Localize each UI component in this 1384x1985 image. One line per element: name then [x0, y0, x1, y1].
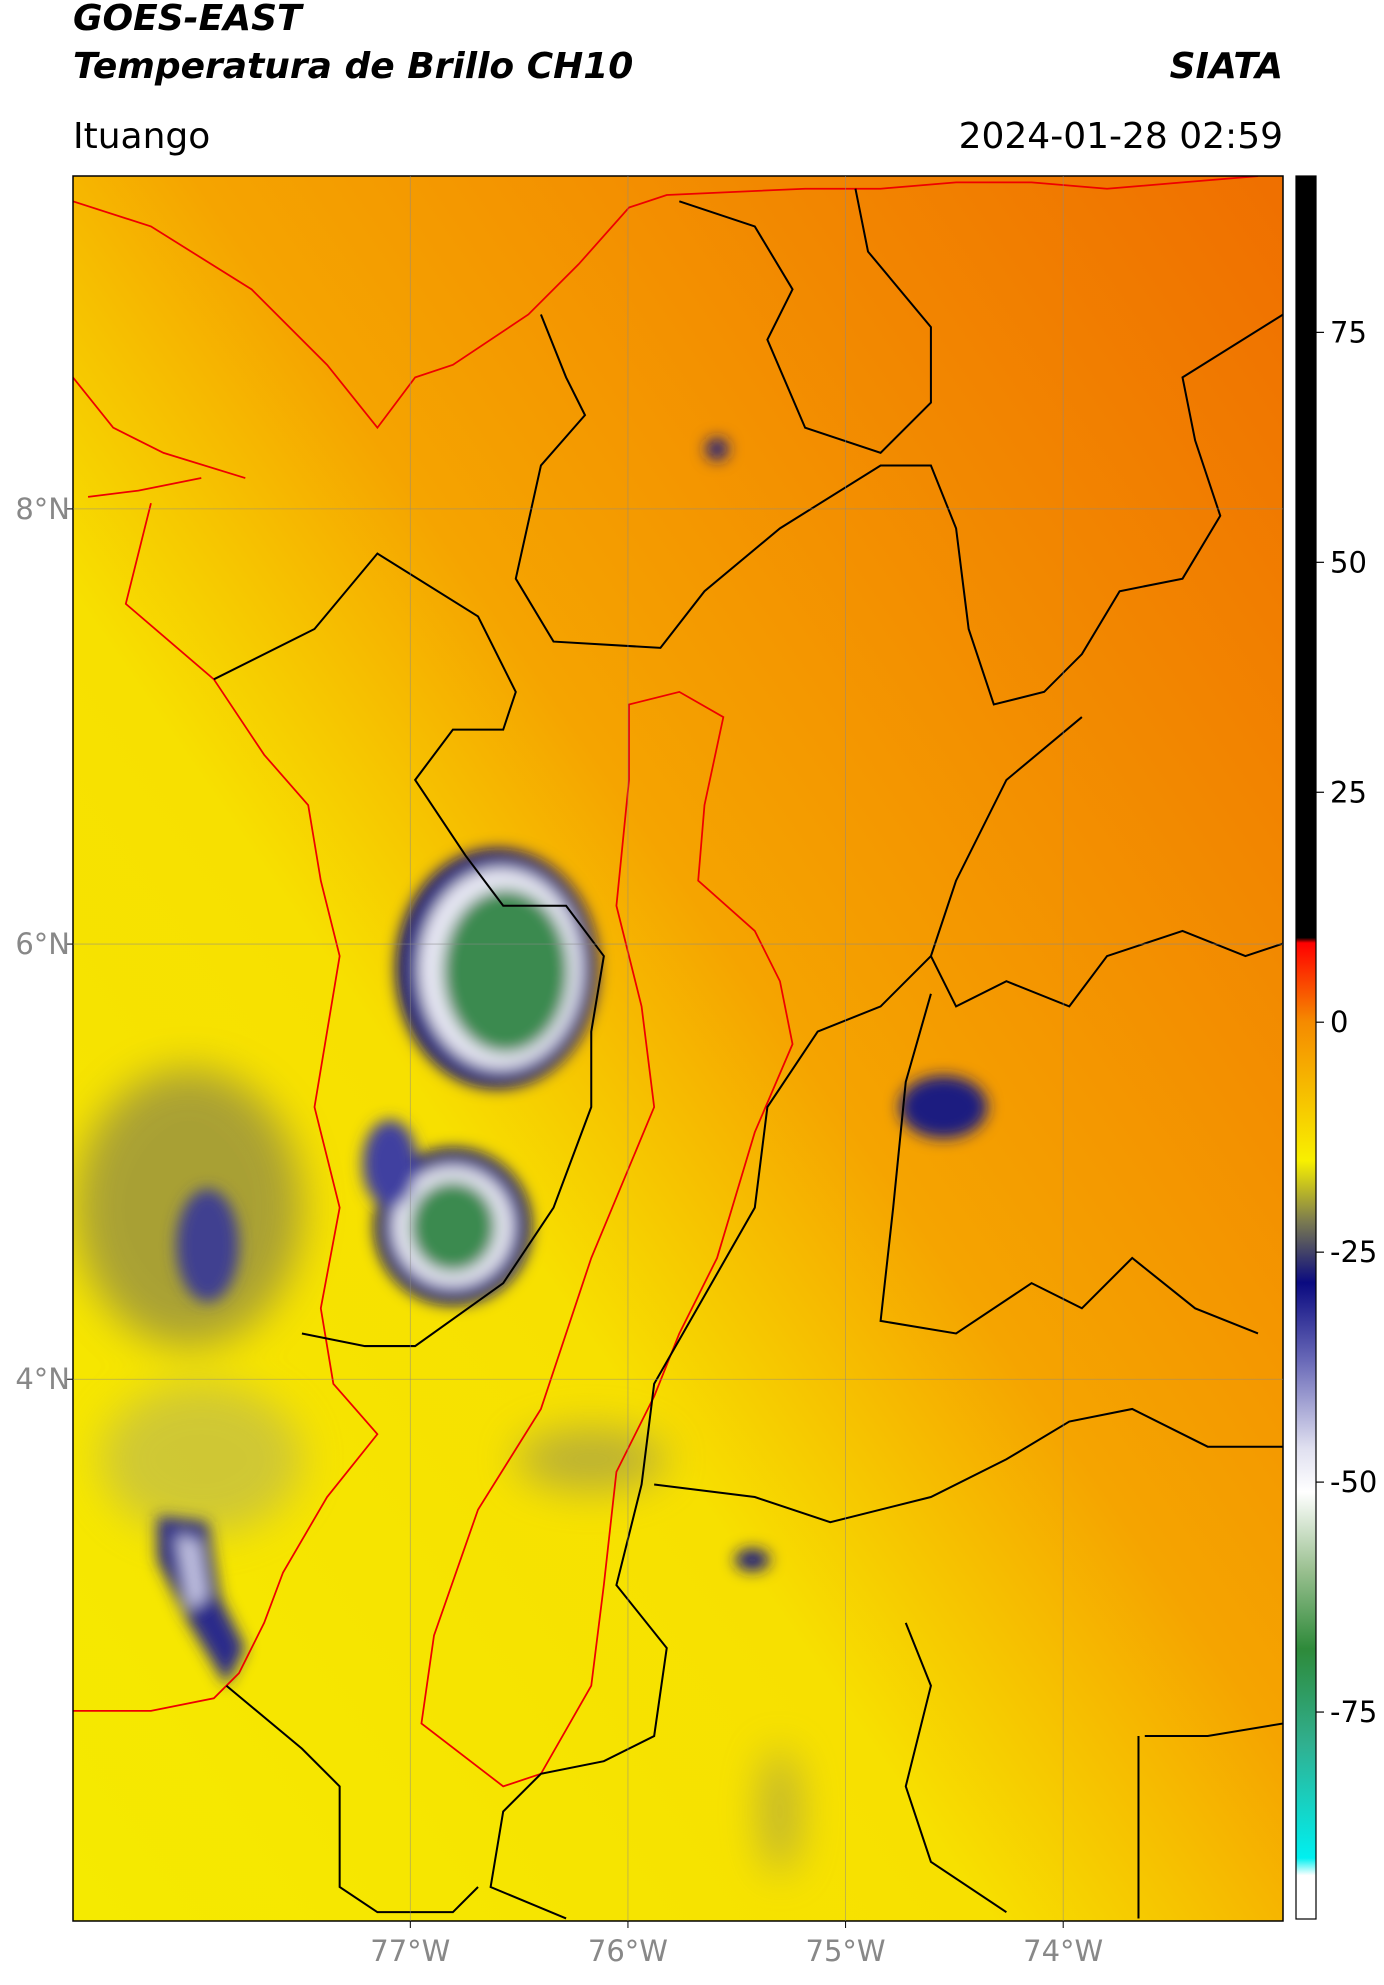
y-tick-label: 6°N [15, 927, 70, 961]
colorbar-tick-label: 25 [1330, 775, 1367, 809]
region: Ituango [73, 116, 210, 157]
colorbar-tick-label: -25 [1330, 1235, 1377, 1269]
map [73, 176, 1283, 1921]
title: GOES-EAST [73, 0, 304, 39]
x-tick-label: 75°W [806, 1934, 886, 1968]
colorbar-tick-label: 50 [1330, 545, 1367, 579]
map-frame [72, 175, 1284, 1922]
subtitle: Temperatura de Brillo CH10 [73, 46, 633, 87]
colorbar-tick-label: -75 [1330, 1695, 1377, 1729]
source: SIATA [1170, 46, 1283, 87]
x-tick-label: 77°W [370, 1934, 450, 1968]
y-tick-label: 4°N [15, 1362, 70, 1396]
colorbar-tick-label: 75 [1330, 315, 1367, 349]
colorbar [1295, 175, 1317, 1920]
cloud-field [73, 176, 1283, 1920]
x-tick-label: 76°W [588, 1934, 668, 1968]
colorbar-tick-label: 0 [1330, 1005, 1348, 1039]
y-tick-label: 8°N [15, 492, 70, 526]
x-tick-label: 74°W [1023, 1934, 1103, 1968]
colorbar-tick-label: -50 [1330, 1465, 1377, 1499]
datetime: 2024-01-28 02:59 [959, 116, 1283, 157]
map-background [73, 176, 1283, 1921]
